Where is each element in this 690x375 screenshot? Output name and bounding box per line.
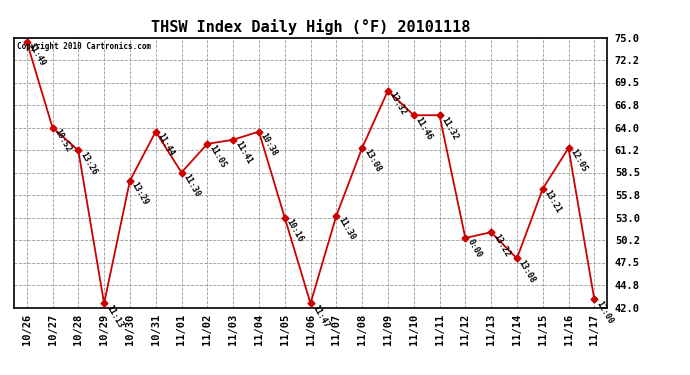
Text: 13:21: 13:21 [543,189,563,215]
Text: 11:32: 11:32 [440,115,460,141]
Text: 11:30: 11:30 [181,172,201,199]
Text: 10:38: 10:38 [259,132,279,158]
Text: 11:30: 11:30 [336,216,357,242]
Text: 13:08: 13:08 [517,258,538,285]
Text: 13:32: 13:32 [388,91,408,117]
Text: 13:26: 13:26 [78,150,99,177]
Text: 10:16: 10:16 [285,217,305,244]
Text: 0:00: 0:00 [465,238,483,260]
Text: 13:08: 13:08 [362,148,382,174]
Text: 12:00: 12:00 [594,299,615,326]
Text: 11:05: 11:05 [207,144,228,170]
Text: 11:41: 11:41 [233,140,253,166]
Text: 11:47: 11:47 [310,303,331,330]
Text: 11:13: 11:13 [104,303,124,330]
Text: 13:22: 13:22 [491,232,511,258]
Text: 11:44: 11:44 [156,132,176,158]
Text: 11:49: 11:49 [27,42,47,68]
Text: 11:46: 11:46 [414,115,434,141]
Text: 13:29: 13:29 [130,181,150,207]
Text: 12:05: 12:05 [569,148,589,174]
Text: 10:52: 10:52 [52,128,72,154]
Text: Copyright 2010 Cartronics.com: Copyright 2010 Cartronics.com [17,42,151,51]
Title: THSW Index Daily High (°F) 20101118: THSW Index Daily High (°F) 20101118 [151,19,470,35]
